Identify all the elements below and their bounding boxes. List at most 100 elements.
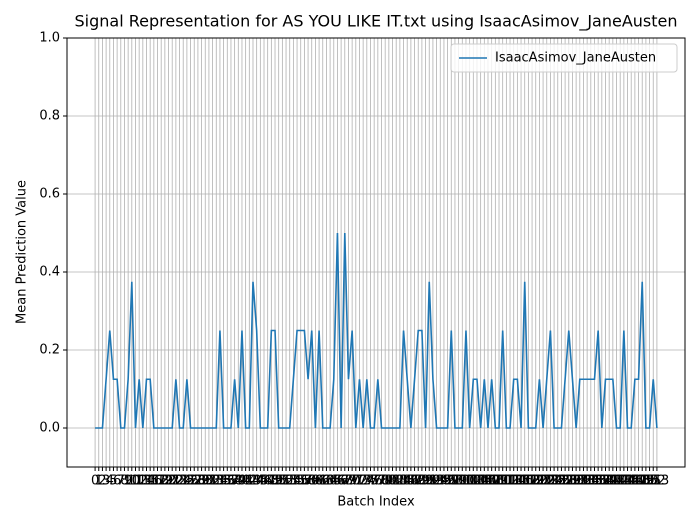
x-tick-label: 30 — [197, 474, 214, 489]
x-tick-label: 109 — [483, 474, 508, 489]
x-tick-label: 61 — [311, 474, 328, 489]
x-tick-label: 103 — [461, 474, 486, 489]
x-tick-label: 90 — [417, 474, 434, 489]
x-tick-label: 14 — [138, 474, 155, 489]
x-tick-label: 66 — [329, 474, 346, 489]
x-tick-label: 1 — [95, 474, 103, 489]
x-tick-label: 39 — [230, 474, 247, 489]
x-tick-label: 144 — [611, 474, 636, 489]
x-tick-label: 114 — [501, 474, 526, 489]
legend: IsaacAsimov_JaneAusten — [450, 43, 678, 73]
x-tick-label: 48 — [263, 474, 280, 489]
x-tick-label: 128 — [553, 474, 578, 489]
x-tick-label: 3 — [102, 474, 110, 489]
x-tick-label: 57 — [296, 474, 313, 489]
x-tick-label: 101 — [454, 474, 479, 489]
x-tick-label: 18 — [153, 474, 170, 489]
y-tick-label: 0.8 — [39, 109, 60, 124]
x-tick-label: 0 — [91, 474, 99, 489]
legend-box — [450, 43, 678, 73]
x-tick-label: 2 — [98, 474, 106, 489]
x-tick-label: 16 — [146, 474, 163, 489]
x-tick-label: 32 — [204, 474, 221, 489]
x-tick-label: 93 — [428, 474, 445, 489]
x-tick-label: 12 — [131, 474, 148, 489]
x-tick-label: 138 — [589, 474, 614, 489]
x-tick-label: 24 — [175, 474, 192, 489]
x-tick-label: 108 — [479, 474, 504, 489]
x-tick-label: 69 — [340, 474, 357, 489]
x-tick-label: 85 — [399, 474, 416, 489]
x-tick-label: 95 — [436, 474, 453, 489]
x-tick-label: 147 — [622, 474, 647, 489]
x-tick-label: 4 — [106, 474, 114, 489]
x-tick-label: 84 — [395, 474, 412, 489]
y-tick-label: 0.0 — [39, 421, 60, 436]
x-tick-label: 152 — [641, 474, 666, 489]
x-tick-label: 42 — [241, 474, 258, 489]
x-tick-label: 67 — [333, 474, 350, 489]
x-tick-label: 127 — [549, 474, 574, 489]
x-tick-label: 96 — [439, 474, 456, 489]
x-tick-label: 125 — [542, 474, 567, 489]
x-tick-label: 41 — [237, 474, 254, 489]
x-tick-label: 70 — [344, 474, 361, 489]
y-tick-label: 1.0 — [39, 31, 60, 46]
x-tick-label: 15 — [142, 474, 159, 489]
x-tick-label: 26 — [182, 474, 199, 489]
x-tick-label: 78 — [373, 474, 390, 489]
x-tick-label: 134 — [575, 474, 600, 489]
x-tick-label: 83 — [392, 474, 409, 489]
x-tick-label: 62 — [314, 474, 331, 489]
x-tick-label: 31 — [201, 474, 218, 489]
x-tick-label: 121 — [527, 474, 552, 489]
x-tick-label: 35 — [215, 474, 232, 489]
x-tick-label: 133 — [571, 474, 596, 489]
x-tick-label: 22 — [168, 474, 185, 489]
x-tick-label: 110 — [487, 474, 512, 489]
x-tick-label: 116 — [509, 474, 534, 489]
x-tick-label: 74 — [359, 474, 376, 489]
x-tick-label: 115 — [505, 474, 530, 489]
x-tick-label: 76 — [366, 474, 383, 489]
x-tick-label: 87 — [406, 474, 423, 489]
x-tick-label: 136 — [582, 474, 607, 489]
x-tick-label: 28 — [190, 474, 207, 489]
x-tick-label: 75 — [362, 474, 379, 489]
x-tick-label: 63 — [318, 474, 335, 489]
x-tick-label: 27 — [186, 474, 203, 489]
x-tick-label: 52 — [278, 474, 295, 489]
x-tick-label: 107 — [476, 474, 501, 489]
x-tick-label: 37 — [223, 474, 240, 489]
plot-frame — [66, 37, 686, 468]
x-tick-label: 80 — [381, 474, 398, 489]
x-tick-label: 25 — [179, 474, 196, 489]
x-tick-label: 51 — [274, 474, 291, 489]
x-tick-label: 105 — [468, 474, 493, 489]
x-tick-label: 8 — [120, 474, 128, 489]
x-tick-label: 29 — [193, 474, 210, 489]
x-tick-label: 11 — [127, 474, 144, 489]
x-tick-label: 82 — [388, 474, 405, 489]
x-tick-label: 59 — [303, 474, 320, 489]
x-tick-label: 151 — [637, 474, 662, 489]
x-tick-label: 72 — [351, 474, 368, 489]
x-tick-label: 137 — [586, 474, 611, 489]
x-tick-label: 102 — [457, 474, 482, 489]
x-tick-label: 130 — [560, 474, 585, 489]
x-tick-label: 5 — [109, 474, 117, 489]
y-tick-label: 0.4 — [39, 265, 60, 280]
x-tick-label: 53 — [281, 474, 298, 489]
x-tick-label: 104 — [465, 474, 490, 489]
x-tick-label: 23 — [171, 474, 188, 489]
x-tick-label: 77 — [370, 474, 387, 489]
x-tick-label: 146 — [619, 474, 644, 489]
x-tick-label: 132 — [567, 474, 592, 489]
x-tick-label: 118 — [516, 474, 541, 489]
y-tick-label: 0.6 — [39, 187, 60, 202]
x-tick-label: 111 — [490, 474, 515, 489]
x-tick-label: 142 — [604, 474, 629, 489]
x-tick-label: 44 — [248, 474, 265, 489]
